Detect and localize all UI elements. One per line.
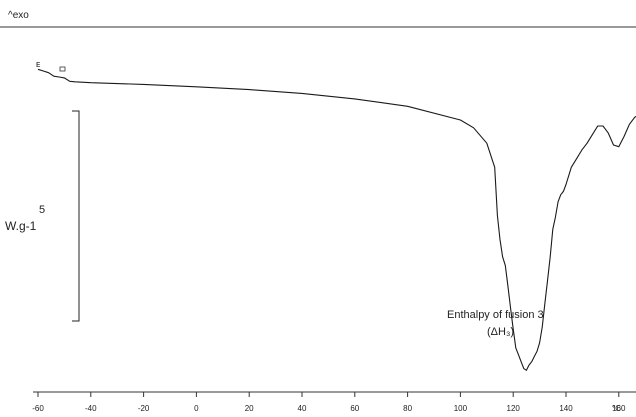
x-tick-label: -60 — [32, 404, 44, 413]
curve-start-tick — [59, 66, 66, 72]
scale-bar-unit: W.g-1 — [5, 219, 37, 233]
x-tick-label: 160 — [612, 404, 626, 413]
x-tick-label: -40 — [85, 404, 97, 413]
exo-marker-label: ^exo — [8, 10, 29, 21]
annotation-enthalpy-line2: (ΔH₃) — [487, 326, 514, 338]
x-tick-label: 140 — [559, 404, 573, 413]
x-tick-label: 80 — [403, 404, 412, 413]
scale-bar-value: 5 — [39, 204, 45, 216]
x-tick-label: 60 — [350, 404, 359, 413]
x-tick-label: 0 — [194, 404, 199, 413]
annotation-enthalpy-line1: Enthalpy of fusion 3 — [447, 309, 544, 321]
scale-bar — [72, 110, 80, 322]
curve-start-marker: ᴇ — [36, 59, 41, 69]
x-tick-label: 100 — [454, 404, 468, 413]
x-tick-label: 120 — [507, 404, 521, 413]
x-tick-label: -20 — [138, 404, 150, 413]
x-tick-label: 20 — [245, 404, 254, 413]
x-tick-label: 40 — [298, 404, 307, 413]
x-axis-unit-label: °C — [612, 404, 621, 413]
x-axis-ticks: -60-40-20020406080100120140160180200 — [32, 392, 626, 413]
series-line-thermogram — [37, 68, 636, 371]
